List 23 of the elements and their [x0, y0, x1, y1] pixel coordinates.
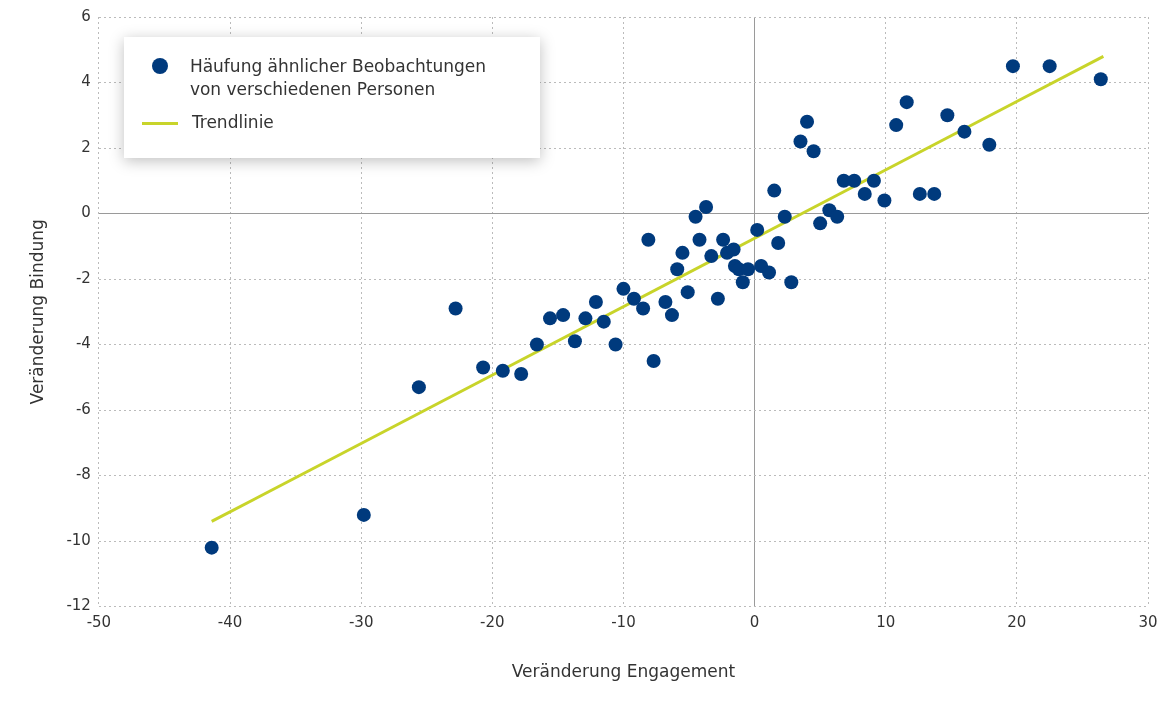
legend-label: Trendlinie: [191, 111, 274, 134]
y-axis-title: Veränderung Bindung: [26, 219, 47, 405]
x-tick-label: 0: [749, 613, 760, 632]
x-tick-label: 30: [1138, 613, 1158, 632]
x-tick-label: -50: [86, 613, 112, 632]
x-tick-label: 10: [876, 613, 896, 632]
legend-label: Häufung ähnlicher Beobachtungen von verschiedenen Personen: [189, 55, 488, 101]
y-tick-label: 0: [81, 203, 91, 222]
x-axis-title: Veränderung Engagement: [511, 661, 736, 682]
y-tick-label: 6: [81, 6, 91, 25]
y-tick-label: -8: [75, 465, 91, 484]
x-tick-label: -30: [348, 613, 374, 632]
y-tick-label: 4: [81, 72, 91, 91]
y-tick-label: -6: [75, 399, 91, 418]
y-tick-label: -2: [75, 268, 91, 287]
y-tick-label: 2: [81, 137, 91, 156]
x-tick-label: -10: [611, 613, 636, 632]
x-tick-label: -20: [480, 613, 505, 632]
x-tick-label: 20: [1007, 613, 1027, 632]
y-tick-label: -12: [66, 596, 91, 615]
x-tick-label: -40: [217, 613, 243, 632]
y-tick-label: -4: [75, 334, 91, 353]
y-tick-label: -10: [66, 530, 91, 549]
